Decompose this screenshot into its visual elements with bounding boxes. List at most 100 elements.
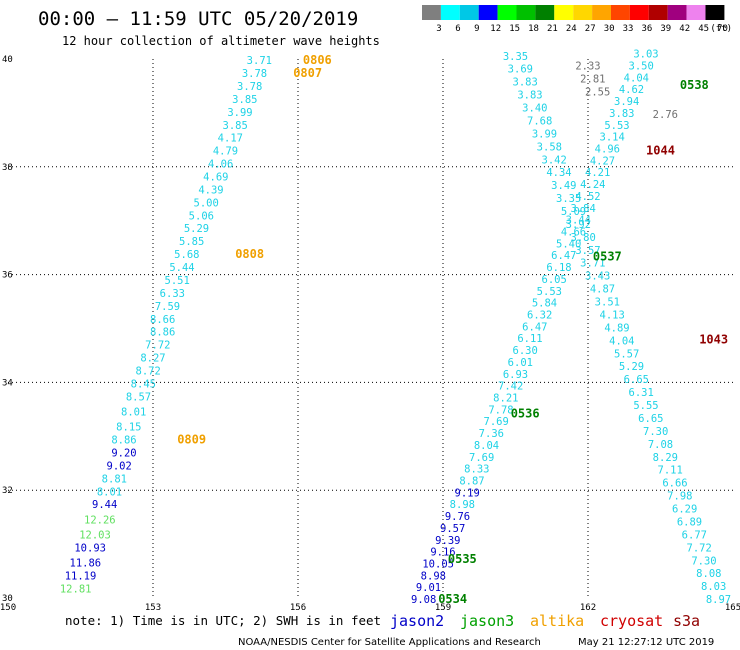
wave-height-point: 6.31 (629, 387, 654, 399)
y-tick-label: 34 (2, 378, 13, 388)
wave-height-point: 8.86 (150, 327, 175, 339)
pass-time-label: 0809 (177, 433, 206, 447)
chart-title: 00:00 – 11:59 UTC 05/20/2019 (38, 8, 358, 30)
wave-height-point: 8.98 (421, 570, 446, 582)
colorbar-swatch (497, 5, 517, 20)
wave-height-point: 5.09 (561, 206, 586, 218)
wave-height-point: 3.83 (513, 77, 538, 89)
x-tick-label: 150 (0, 603, 16, 613)
y-tick-label: 40 (2, 55, 13, 65)
wave-height-point: 7.36 (479, 428, 504, 440)
wave-height-point: 8.33 (464, 464, 489, 476)
satellite-legend-jason3: jason3 (460, 612, 514, 630)
wave-height-point: 9.08 (411, 594, 436, 606)
wave-height-point: 8.04 (474, 440, 499, 452)
y-tick-label: 30 (2, 594, 13, 604)
wave-height-point: 8.57 (126, 391, 151, 403)
wave-height-point: 7.78 (488, 404, 513, 416)
wave-height-point: 3.43 (585, 271, 610, 283)
x-tick-label: 153 (145, 603, 161, 613)
wave-height-point: 4.89 (604, 322, 629, 334)
wave-height-point: 7.72 (145, 340, 170, 352)
wave-height-point: 4.79 (213, 146, 238, 158)
wave-height-point: 6.11 (517, 333, 542, 345)
pass-time-label: 0534 (438, 592, 467, 606)
data-points: 3.713.783.783.853.993.854.174.794.064.69… (60, 49, 731, 606)
wave-height-point: 5.29 (184, 223, 209, 235)
wave-height-point: 4.96 (595, 143, 620, 155)
satellite-legend: jason2 jason3 altika cryosat s3a (390, 612, 700, 630)
wave-height-point: 4.06 (208, 159, 233, 171)
wave-height-point: 3.57 (575, 245, 600, 257)
wave-height-point: 5.84 (532, 298, 557, 310)
pass-time-label: 0536 (511, 407, 540, 421)
wave-height-point: 3.84 (571, 203, 596, 215)
wave-height-point: 3.03 (633, 49, 658, 61)
colorbar-tick: 21 (547, 24, 558, 34)
colorbar-tick: 24 (566, 24, 577, 34)
x-tick-label: 156 (290, 603, 306, 613)
wave-height-point: 10.05 (422, 559, 454, 571)
pass-time-label: 0538 (680, 78, 709, 92)
wave-height-point: 3.40 (522, 103, 547, 115)
wave-height-point: 8.29 (653, 452, 678, 464)
colorbar-legend: 3 6 9 12 15 18 21 24 27 30 33 36 39 42 45 70(ft) (422, 5, 732, 34)
pass-time-label: 1043 (699, 332, 728, 346)
wave-height-point: 6.47 (522, 321, 547, 333)
colorbar-tick: 45 (698, 24, 709, 34)
wave-height-point: 7.98 (667, 491, 692, 503)
wave-height-point: 3.83 (517, 90, 542, 102)
wave-height-point: 5.06 (189, 210, 214, 222)
pass-time-label: 1044 (646, 144, 675, 158)
wave-height-point: 12.03 (79, 529, 111, 541)
colorbar-tick: 39 (660, 24, 671, 34)
wave-height-point: 6.66 (662, 478, 687, 490)
wave-height-point: 4.21 (585, 167, 610, 179)
wave-height-point: 5.53 (537, 286, 562, 298)
wave-height-point: 3.71 (580, 258, 605, 270)
pass-time-label: 0806 (303, 53, 332, 67)
wave-height-point: 4.52 (575, 191, 600, 203)
wave-height-point: 4.62 (619, 84, 644, 96)
wave-height-point: 12.26 (84, 514, 116, 526)
satellite-legend-altika: altika (530, 612, 584, 630)
colorbar-tick: 42 (679, 24, 690, 34)
wave-height-point: 4.39 (198, 184, 223, 196)
y-tick-label: 36 (2, 271, 13, 281)
wave-height-point: 9.76 (445, 511, 470, 523)
wave-height-point: 9.16 (430, 547, 455, 559)
wave-height-point: 8.81 (102, 473, 127, 485)
y-tick-label: 38 (2, 163, 13, 173)
wave-height-point: 5.29 (619, 361, 644, 373)
wave-height-point: 3.35 (503, 51, 528, 63)
wave-height-point: 9.02 (107, 460, 132, 472)
wave-height-point: 5.40 (556, 238, 581, 250)
colorbar-swatch (667, 5, 687, 20)
wave-height-point: 9.01 (416, 582, 441, 594)
wave-height-point: 6.77 (682, 529, 707, 541)
colorbar-swatch (686, 5, 706, 20)
wave-height-point: 2.33 (575, 60, 600, 72)
colorbar-tick: 36 (641, 24, 652, 34)
wave-height-point: 8.21 (493, 392, 518, 404)
wave-height-point: 7.08 (648, 439, 673, 451)
colorbar-tick: 33 (623, 24, 634, 34)
wave-height-point: 8.01 (97, 486, 122, 498)
wave-height-point: 8.27 (140, 353, 165, 365)
satellite-legend-jason2: jason2 (390, 612, 444, 630)
wave-height-point: 6.30 (513, 345, 538, 357)
colorbar-tick: 70 (717, 24, 728, 34)
wave-height-point: 5.51 (165, 275, 190, 287)
x-tick-label: 159 (435, 603, 451, 613)
colorbar-swatch (611, 5, 630, 20)
satellite-legend-s3a: s3a (673, 612, 700, 630)
footer-source: NOAA/NESDIS Center for Satellite Applica… (238, 637, 541, 648)
wave-height-point: 8.08 (696, 568, 721, 580)
colorbar-swatch (478, 5, 498, 20)
wave-height-point: 7.59 (155, 301, 180, 313)
wave-height-point: 8.86 (111, 435, 136, 447)
colorbar-swatch (573, 5, 593, 20)
wave-height-point: 7.30 (691, 555, 716, 567)
satellite-legend-cryosat: cryosat (600, 612, 663, 630)
wave-height-point: 3.49 (551, 180, 576, 192)
